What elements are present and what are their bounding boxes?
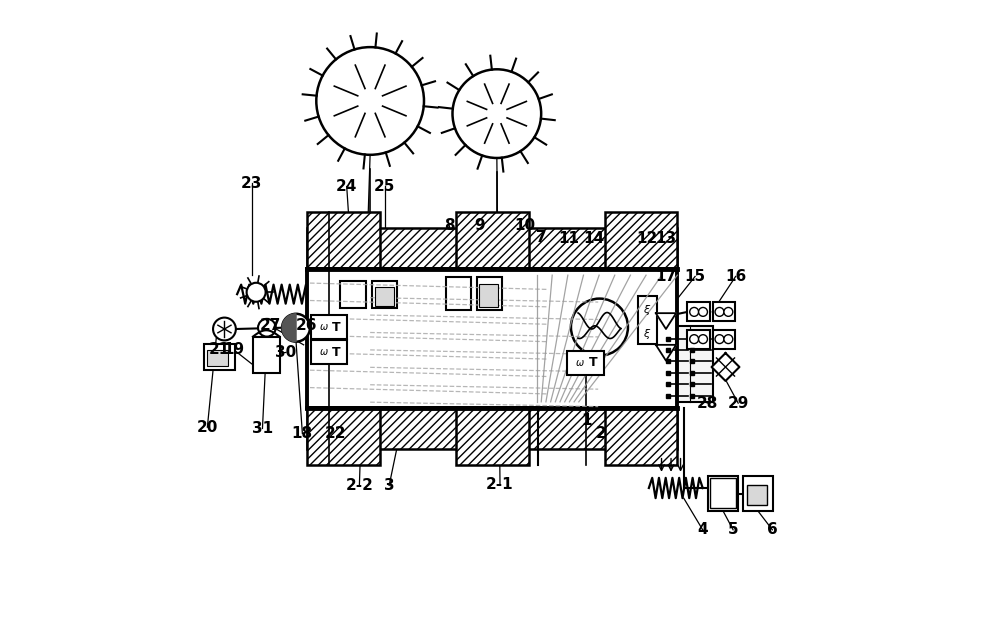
- Text: 2-1: 2-1: [486, 477, 514, 491]
- Circle shape: [571, 298, 628, 356]
- Circle shape: [690, 335, 699, 344]
- Text: 31: 31: [252, 421, 273, 436]
- Text: 9: 9: [474, 219, 485, 233]
- Text: 2: 2: [596, 426, 607, 441]
- Text: 14: 14: [583, 231, 604, 246]
- Polygon shape: [282, 314, 296, 342]
- Bar: [605, 212, 677, 269]
- Circle shape: [699, 307, 707, 316]
- Text: $\omega$: $\omega$: [575, 358, 585, 367]
- Bar: [311, 341, 347, 364]
- Text: 12: 12: [636, 231, 658, 246]
- Bar: [307, 269, 677, 408]
- Text: 19: 19: [223, 343, 245, 357]
- Polygon shape: [656, 313, 676, 329]
- Bar: [253, 337, 280, 373]
- Text: 27: 27: [260, 318, 281, 334]
- Bar: [311, 315, 347, 339]
- Bar: [605, 408, 677, 465]
- Circle shape: [452, 69, 541, 158]
- Text: 28: 28: [697, 396, 718, 411]
- Bar: [340, 282, 366, 308]
- Circle shape: [213, 318, 236, 341]
- Text: 20: 20: [197, 420, 218, 435]
- Text: 23: 23: [241, 176, 262, 191]
- Circle shape: [724, 335, 733, 344]
- Bar: [743, 476, 773, 511]
- Circle shape: [715, 335, 724, 344]
- Text: 21: 21: [209, 343, 230, 357]
- Text: 16: 16: [725, 269, 746, 284]
- Text: 17: 17: [655, 269, 677, 284]
- Circle shape: [282, 314, 310, 342]
- Text: 11: 11: [558, 231, 579, 246]
- Bar: [687, 330, 710, 349]
- Text: 18: 18: [292, 426, 313, 441]
- Text: 29: 29: [727, 396, 749, 411]
- Bar: [307, 408, 677, 449]
- Text: 25: 25: [374, 179, 395, 194]
- Text: $\xi$: $\xi$: [643, 327, 652, 341]
- Text: $\omega$: $\omega$: [319, 348, 328, 357]
- Text: 10: 10: [515, 219, 536, 233]
- Bar: [307, 212, 380, 269]
- Bar: [567, 351, 604, 374]
- Bar: [747, 485, 767, 505]
- Text: 26: 26: [296, 318, 318, 334]
- Circle shape: [724, 307, 733, 316]
- Text: 24: 24: [336, 179, 357, 194]
- Bar: [713, 302, 735, 321]
- Circle shape: [258, 319, 276, 337]
- Text: 6: 6: [767, 522, 778, 537]
- Bar: [687, 302, 710, 321]
- Bar: [456, 212, 529, 269]
- Text: T: T: [588, 356, 597, 369]
- Bar: [446, 277, 471, 310]
- Text: 30: 30: [275, 345, 297, 360]
- Circle shape: [690, 307, 699, 316]
- Bar: [710, 479, 736, 508]
- Bar: [207, 350, 228, 366]
- Text: 3: 3: [384, 478, 394, 493]
- Polygon shape: [656, 345, 676, 360]
- Text: 1: 1: [581, 413, 591, 428]
- Text: 15: 15: [685, 269, 706, 284]
- Bar: [307, 408, 380, 465]
- Text: 5: 5: [728, 522, 738, 537]
- Bar: [666, 326, 713, 402]
- Bar: [708, 476, 738, 511]
- Circle shape: [715, 307, 724, 316]
- Bar: [307, 227, 677, 269]
- Circle shape: [699, 335, 707, 344]
- Bar: [638, 296, 657, 344]
- Text: 13: 13: [655, 231, 677, 246]
- Text: T: T: [332, 346, 341, 359]
- Text: $\xi$: $\xi$: [643, 303, 652, 317]
- Bar: [713, 330, 735, 349]
- Text: T: T: [332, 321, 341, 334]
- Text: $\omega$: $\omega$: [319, 322, 328, 332]
- Bar: [375, 286, 394, 305]
- Circle shape: [316, 47, 424, 155]
- Text: 8: 8: [444, 219, 455, 233]
- Bar: [479, 284, 498, 307]
- Bar: [204, 344, 235, 370]
- Text: 7: 7: [536, 229, 546, 245]
- Bar: [372, 282, 397, 308]
- Bar: [456, 408, 529, 465]
- Polygon shape: [712, 353, 739, 381]
- Bar: [477, 277, 502, 310]
- Circle shape: [247, 283, 266, 302]
- Text: 4: 4: [697, 522, 708, 537]
- Text: 22: 22: [325, 426, 346, 441]
- Text: 2-2: 2-2: [345, 478, 373, 493]
